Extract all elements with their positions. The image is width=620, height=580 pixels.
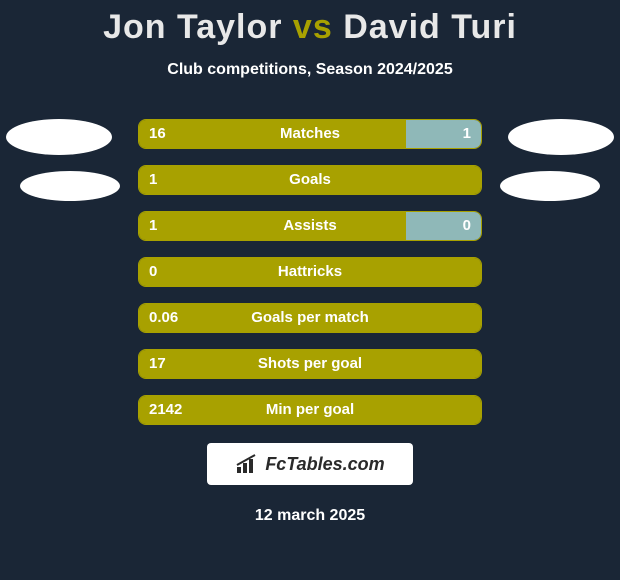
stat-label: Min per goal bbox=[139, 396, 481, 424]
stat-row: 2142 Min per goal bbox=[138, 395, 482, 425]
stat-row: 16 Matches 1 bbox=[138, 119, 482, 149]
stat-row: 0.06 Goals per match bbox=[138, 303, 482, 333]
watermark-logo: FcTables.com bbox=[207, 443, 413, 485]
title-vs: vs bbox=[293, 8, 333, 46]
stat-row: 0 Hattricks bbox=[138, 257, 482, 287]
stat-row: 17 Shots per goal bbox=[138, 349, 482, 379]
chart-icon bbox=[235, 453, 261, 475]
stat-row: 1 Goals bbox=[138, 165, 482, 195]
stat-label: Assists bbox=[139, 212, 481, 240]
stat-label: Hattricks bbox=[139, 258, 481, 286]
page-title: Jon Taylor vs David Turi bbox=[0, 0, 620, 47]
stat-value-player2: 0 bbox=[463, 212, 471, 240]
comparison-panel: 16 Matches 1 1 Goals 1 Assists 0 0 Hattr… bbox=[0, 119, 620, 525]
stat-label: Goals per match bbox=[139, 304, 481, 332]
stat-label: Shots per goal bbox=[139, 350, 481, 378]
stat-label: Matches bbox=[139, 120, 481, 148]
stats-rows: 16 Matches 1 1 Goals 1 Assists 0 0 Hattr… bbox=[138, 119, 482, 425]
watermark-text: FcTables.com bbox=[265, 454, 384, 475]
player2-avatar-upper bbox=[508, 119, 614, 155]
subtitle: Club competitions, Season 2024/2025 bbox=[0, 61, 620, 79]
player1-avatar-lower bbox=[20, 171, 120, 201]
title-player1: Jon Taylor bbox=[103, 8, 282, 46]
stat-label: Goals bbox=[139, 166, 481, 194]
player2-avatar-lower bbox=[500, 171, 600, 201]
title-player2: David Turi bbox=[343, 8, 517, 46]
stat-row: 1 Assists 0 bbox=[138, 211, 482, 241]
player1-avatar-upper bbox=[6, 119, 112, 155]
stat-value-player2: 1 bbox=[463, 120, 471, 148]
date-text: 12 march 2025 bbox=[0, 507, 620, 525]
